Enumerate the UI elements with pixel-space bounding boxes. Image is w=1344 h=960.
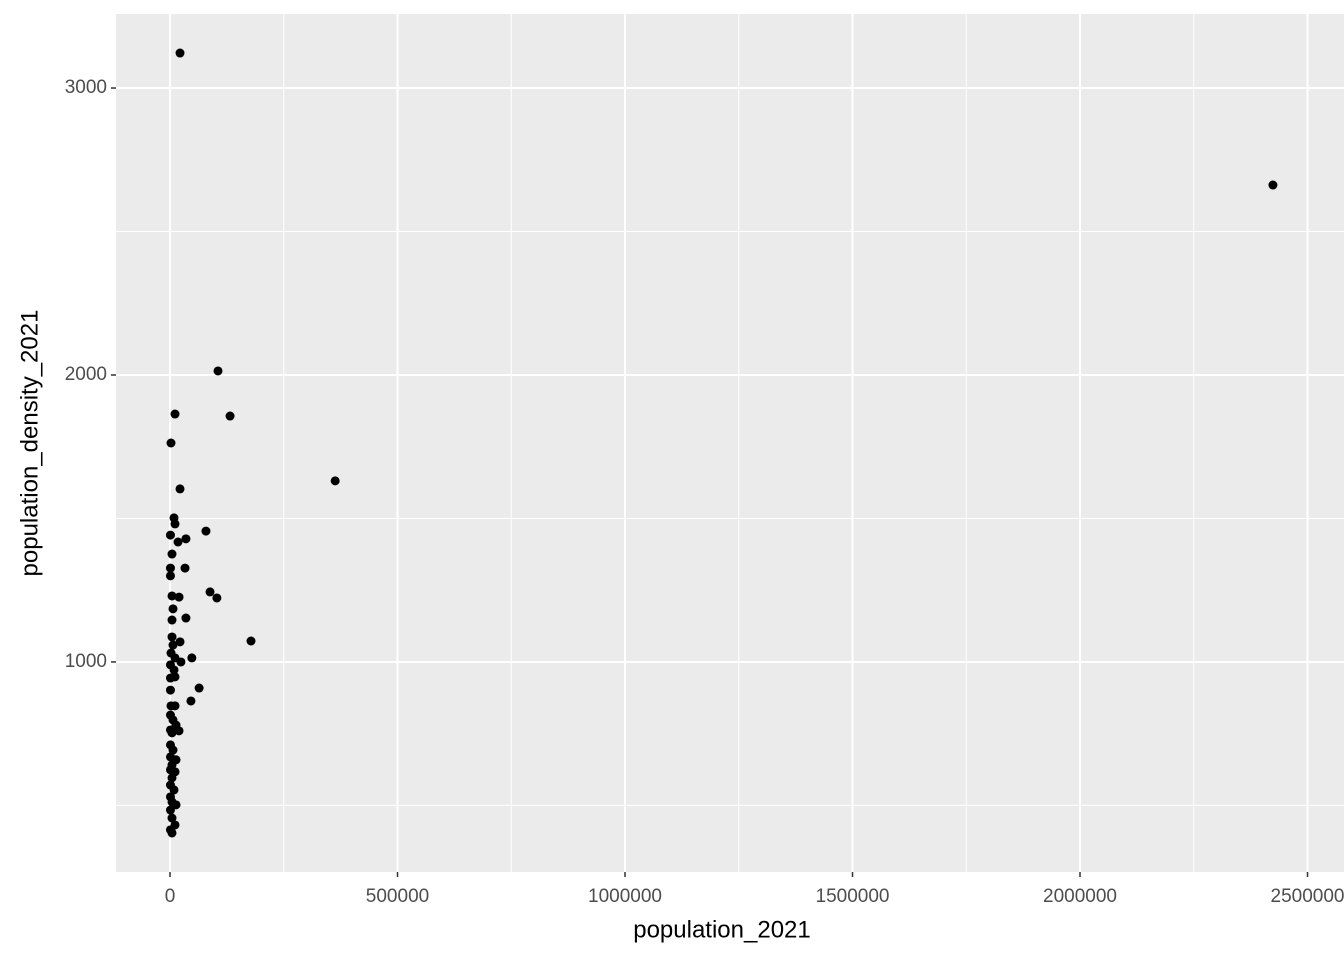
data-point (170, 519, 180, 529)
x-tick-label: 1500000 (816, 886, 890, 907)
data-point (205, 587, 215, 597)
data-point (170, 672, 180, 682)
data-point (169, 785, 179, 795)
data-point (168, 640, 178, 650)
y-tick-label: 1000 (65, 651, 107, 672)
data-point (175, 48, 185, 58)
data-point (167, 773, 177, 783)
data-point (246, 636, 256, 646)
data-point (169, 665, 179, 675)
data-point (194, 683, 204, 693)
y-tick-label: 2000 (65, 364, 107, 385)
data-point (167, 591, 177, 601)
data-point (165, 571, 175, 581)
data-point (181, 613, 191, 623)
x-axis-title: population_2021 (633, 916, 811, 943)
data-point (170, 701, 180, 711)
data-point (212, 593, 222, 603)
data-point (170, 409, 180, 419)
data-point (165, 685, 175, 695)
data-point (173, 537, 183, 547)
x-tick-label: 2500000 (1271, 886, 1344, 907)
data-point (201, 526, 211, 536)
x-tick-label: 1000000 (588, 886, 662, 907)
data-point (330, 476, 340, 486)
x-tick-label: 500000 (366, 886, 429, 907)
data-point (175, 637, 185, 647)
data-point (167, 813, 177, 823)
data-point (165, 530, 175, 540)
plot-panel (116, 14, 1344, 872)
data-point (174, 726, 184, 736)
data-point (186, 696, 196, 706)
data-point (165, 805, 175, 815)
data-point (181, 534, 191, 544)
panel-background (116, 14, 1344, 872)
data-point (1268, 180, 1278, 190)
data-point (167, 632, 177, 642)
data-point (168, 745, 178, 755)
y-axis-title: population_density_2021 (16, 310, 43, 577)
y-tick-label: 3000 (65, 77, 107, 98)
x-tick-label: 2000000 (1043, 886, 1117, 907)
data-point (225, 411, 235, 421)
data-point (176, 657, 186, 667)
data-point (165, 563, 175, 573)
data-point (166, 438, 176, 448)
data-point (180, 563, 190, 573)
data-point (174, 592, 184, 602)
data-point (167, 549, 177, 559)
data-point (168, 604, 178, 614)
data-point (167, 728, 177, 738)
data-point (167, 828, 177, 838)
data-point (213, 366, 223, 376)
data-point (187, 653, 197, 663)
data-point (167, 615, 177, 625)
x-tick-label: 0 (165, 886, 176, 907)
data-point (175, 484, 185, 494)
